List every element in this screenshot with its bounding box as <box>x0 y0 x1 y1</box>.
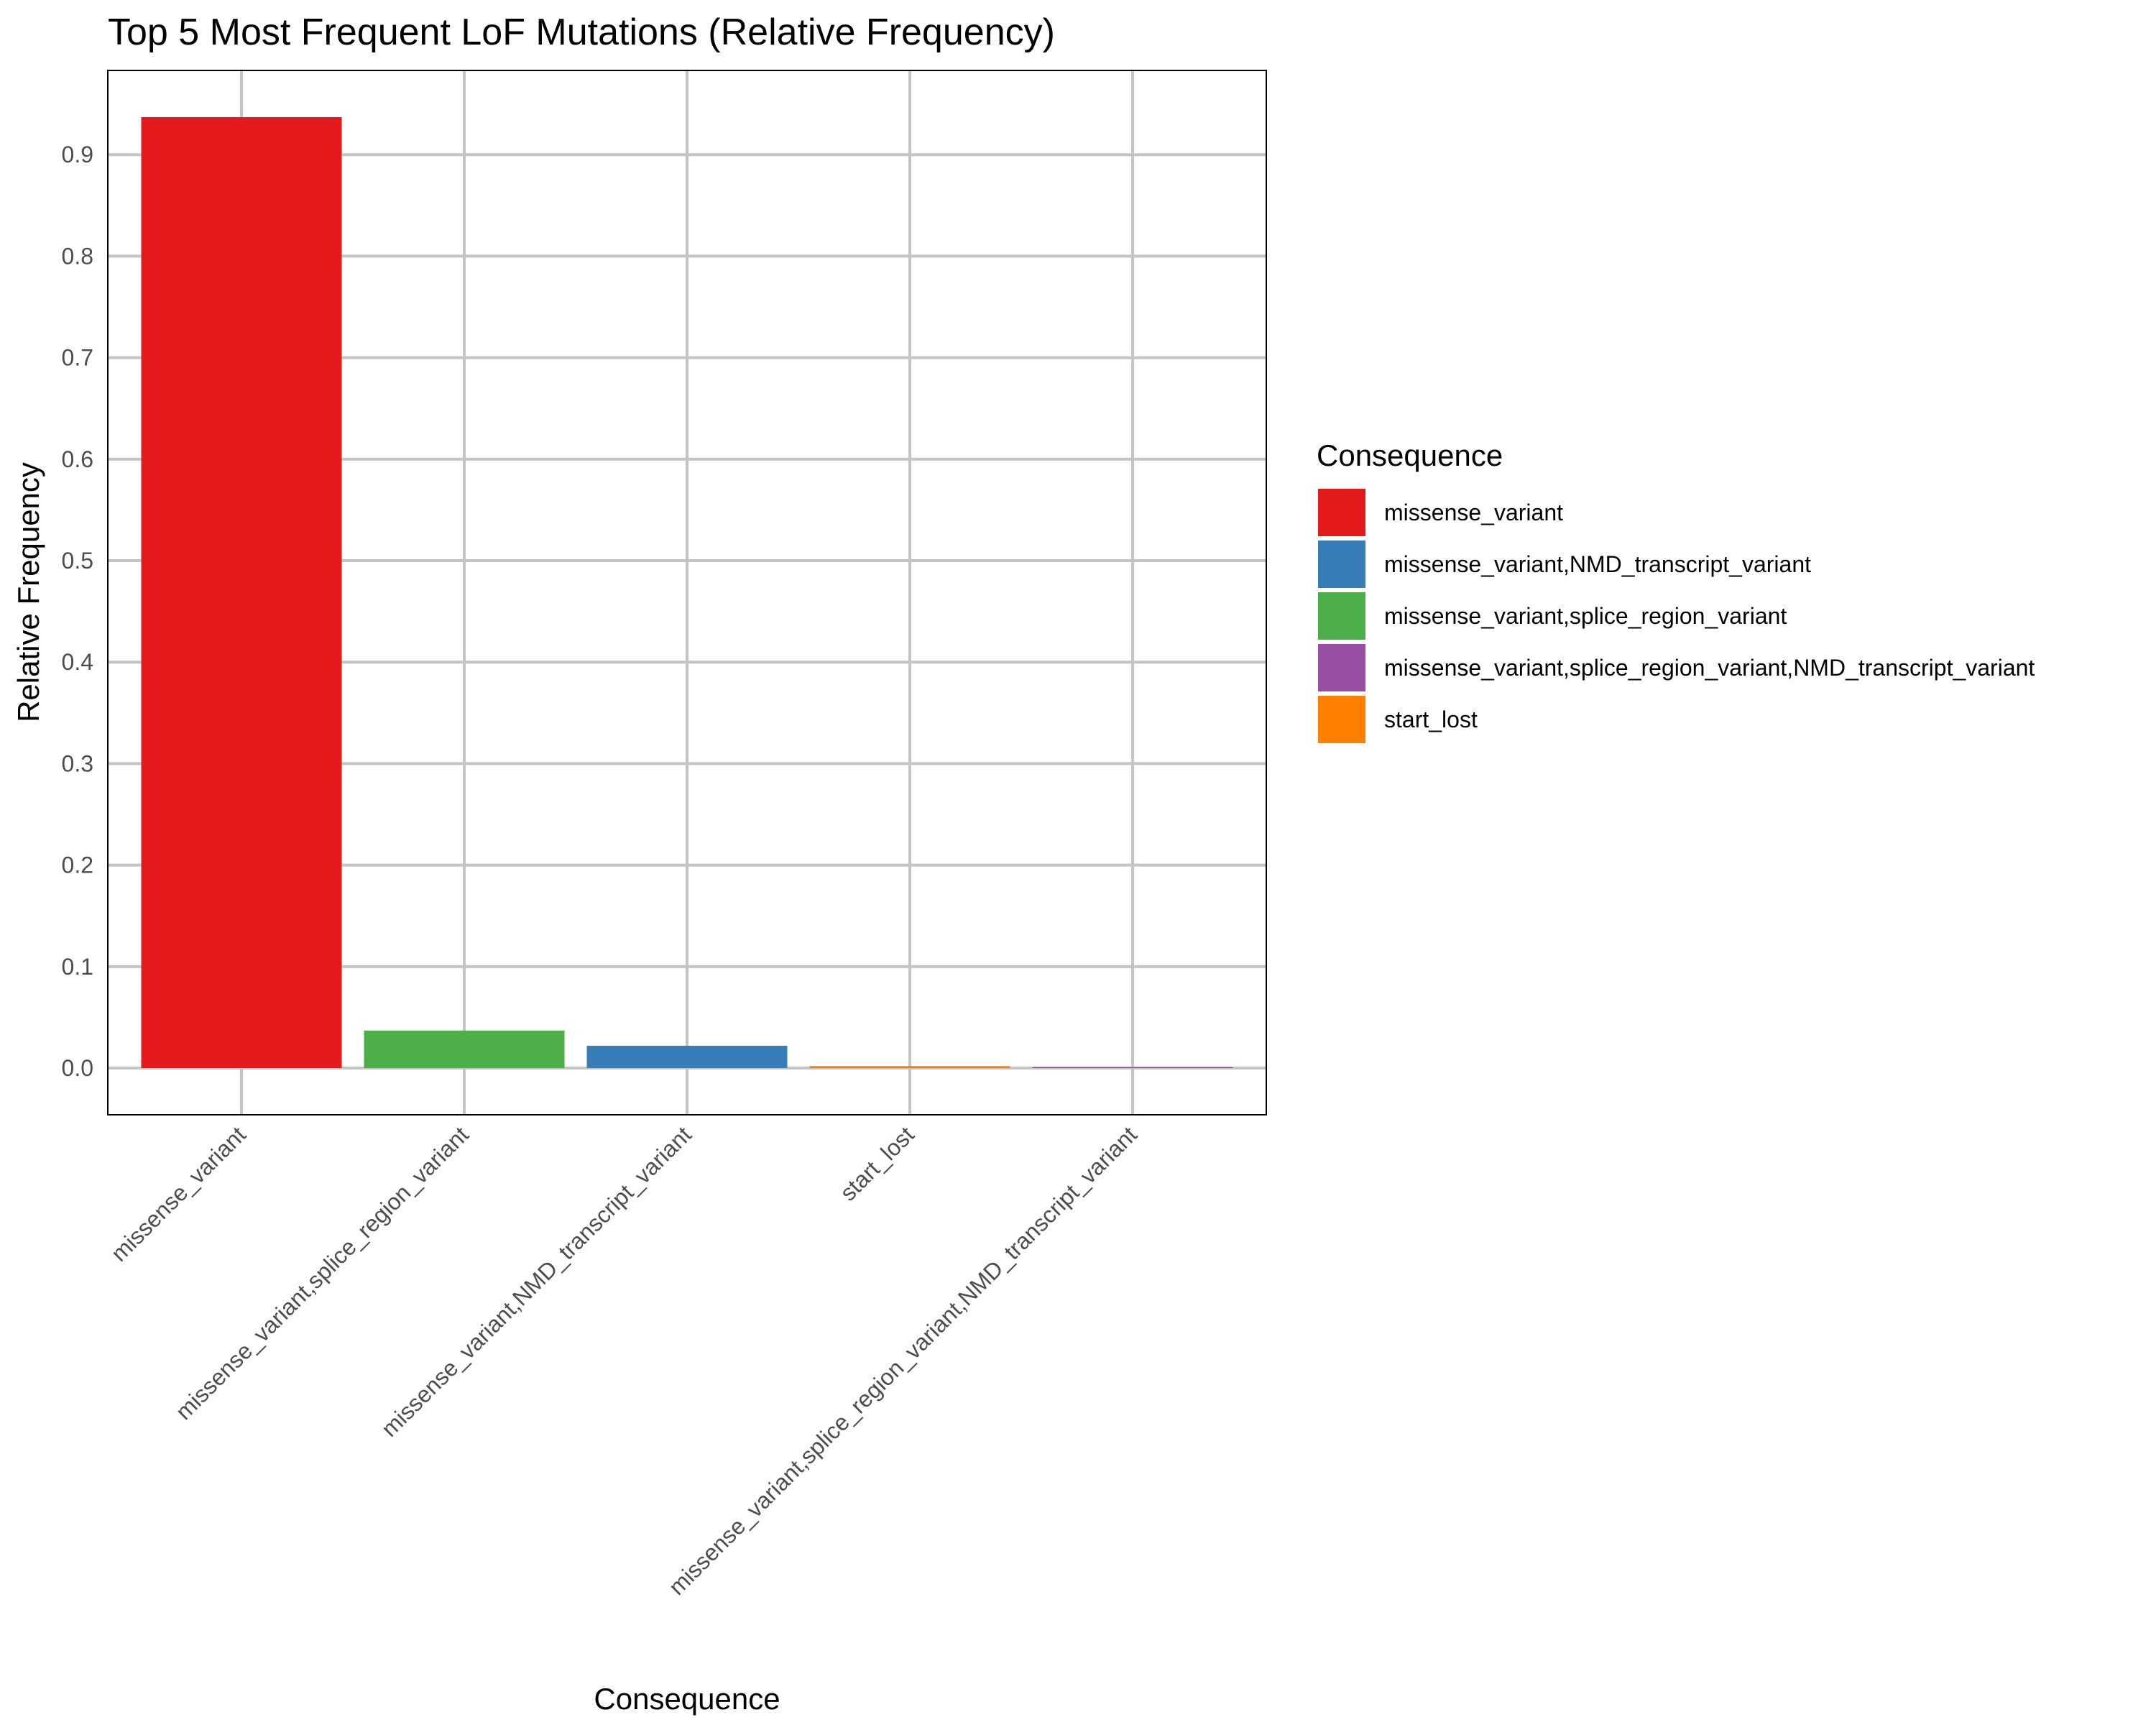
x-axis: missense_variant missense_variant,splice_… <box>106 1121 1142 1600</box>
legend-swatch <box>1318 540 1365 588</box>
y-tick-label: 0.8 <box>62 243 93 269</box>
legend-items: missense_variant missense_variant,NMD_tra… <box>1318 489 2035 743</box>
bar <box>1032 1067 1233 1069</box>
legend-label: missense_variant <box>1384 500 1563 525</box>
legend: Consequence missense_variantmissense_var… <box>1317 438 2035 743</box>
bar <box>809 1066 1010 1069</box>
bar <box>141 116 342 1069</box>
y-tick-label: 0.2 <box>62 852 93 878</box>
y-tick-label: 0.6 <box>62 446 93 472</box>
legend-swatch <box>1318 592 1365 640</box>
legend-label: missense_variant,splice_region_variant,N… <box>1384 655 2035 681</box>
y-tick-label: 0.4 <box>62 649 93 675</box>
y-tick-label: 0.9 <box>62 142 93 167</box>
x-axis-title: Consequence <box>594 1682 780 1716</box>
bars <box>141 116 1233 1069</box>
chart-title: Top 5 Most Frequent LoF Mutations (Relat… <box>108 12 1055 53</box>
y-tick-label: 0.3 <box>62 750 93 776</box>
y-tick-label: 0.7 <box>62 345 93 371</box>
y-tick-label: 0.0 <box>62 1055 93 1081</box>
legend-title: Consequence <box>1317 438 1503 472</box>
plot-panel <box>107 70 1267 1116</box>
bar <box>364 1030 565 1069</box>
legend-label: missense_variant,NMD_transcript_variant <box>1384 551 1811 577</box>
x-tick-label: missense_variant <box>106 1121 251 1266</box>
y-axis: 0.0 0.1 0.2 0.3 0.4 0.5 0.6 0.7 0.8 0.9 <box>62 142 93 1081</box>
y-tick-label: 0.1 <box>62 954 93 980</box>
legend-swatch <box>1318 489 1365 536</box>
bar <box>586 1045 788 1069</box>
x-tick-label: missense_variant,splice_region_variant,N… <box>663 1121 1142 1600</box>
legend-label: missense_variant,splice_region_variant <box>1384 603 1787 629</box>
y-axis-title: Relative Frequency <box>11 462 45 722</box>
y-tick-label: 0.5 <box>62 548 93 574</box>
legend-label: start_lost <box>1384 707 1478 732</box>
legend-swatch <box>1318 644 1365 691</box>
legend-swatch <box>1318 696 1365 743</box>
x-tick-label: start_lost <box>835 1121 919 1205</box>
